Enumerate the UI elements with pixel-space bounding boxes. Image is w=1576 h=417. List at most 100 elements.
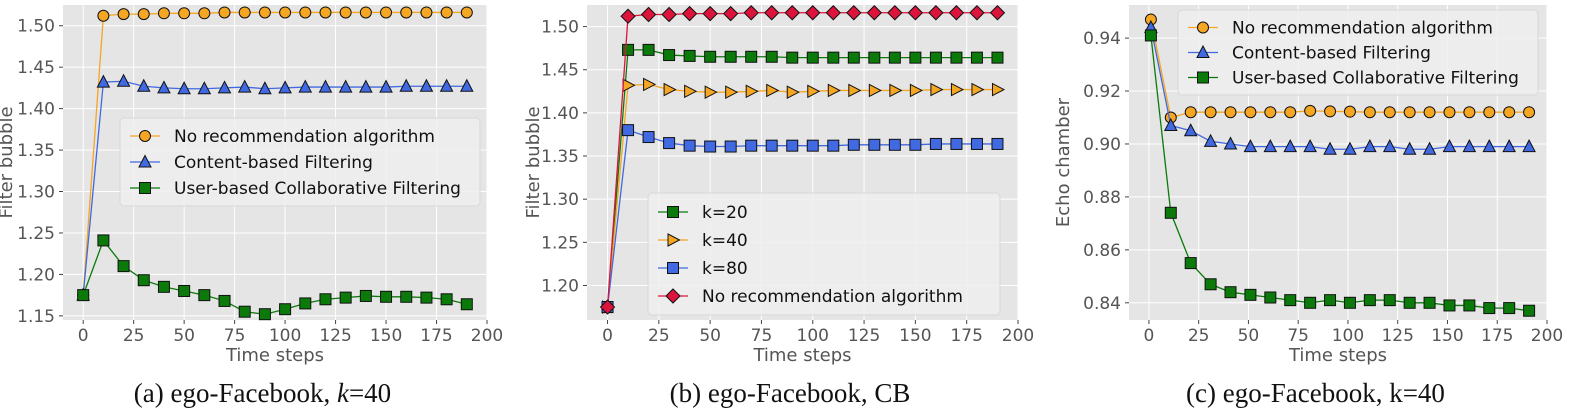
- legend-box-b: [647, 192, 1001, 316]
- data-point-c-2: [1402, 141, 1417, 155]
- data-point-c-1: [1363, 106, 1376, 119]
- data-point-b-4: [743, 5, 759, 21]
- data-point-a-2: [197, 81, 212, 95]
- chart-panel-c: 0 25 50 75 100 125 150 175 200 0.84 0.86 0.88 0.90 0.…: [1055, 0, 1576, 417]
- x-tick-label-b: 200: [1002, 326, 1034, 346]
- chart-b: 0 25 50 75 100 125 150 175 200 1.20 1.25 1.30 1.35 1.…: [525, 5, 1034, 366]
- data-point-a-1: [440, 6, 453, 19]
- series-a-2: [76, 73, 474, 301]
- data-point-c-3: [1363, 294, 1376, 307]
- series-c-3: [1144, 29, 1536, 317]
- x-tick-label-c: 200: [1531, 326, 1563, 346]
- chart-c: 0 25 50 75 100 125 150 175 200 0.84 0.86 0.88 0.90 0.…: [1055, 5, 1563, 366]
- data-point-b-2: [827, 83, 841, 98]
- x-tick-label-a: 175: [420, 326, 452, 346]
- y-axis-label-b: Filter bubble: [525, 106, 544, 218]
- y-tick-label-c: 0.90: [1083, 135, 1121, 155]
- legend-a: No recommendation algorithm Content-based…: [119, 117, 481, 207]
- data-point-a-1: [319, 6, 332, 19]
- data-point-b-4: [702, 5, 718, 22]
- legend-marker-b: [667, 206, 679, 218]
- data-point-a-1: [299, 6, 312, 19]
- legend-label-a: Content-based Filtering: [174, 153, 373, 173]
- legend-c: No recommendation algorithm Content-based…: [1177, 9, 1539, 96]
- data-point-b-1: [663, 49, 676, 62]
- legend-label-c: No recommendation algorithm: [1232, 19, 1493, 39]
- caption-c-text: (c) ego-Facebook, k=40: [1186, 378, 1445, 408]
- legend-label-b: No recommendation algorithm: [702, 287, 963, 307]
- data-point-a-1: [137, 8, 150, 21]
- x-tick-label-a: 50: [173, 326, 195, 346]
- data-point-b-1: [847, 51, 860, 64]
- data-point-c-2: [1223, 136, 1238, 150]
- data-point-c-3: [1523, 304, 1536, 317]
- chart-a: 0 25 50 75 100 125 150 175 200 1.15 1.20 1.25 1.30 1.…: [0, 5, 503, 366]
- data-point-a-1: [97, 9, 110, 22]
- data-point-c-3: [1284, 294, 1297, 307]
- data-point-b-4: [887, 5, 903, 21]
- data-point-a-1: [279, 6, 292, 19]
- data-point-c-1: [1284, 106, 1297, 119]
- data-point-c-2: [1462, 139, 1477, 153]
- data-point-c-3: [1224, 286, 1237, 299]
- data-point-b-2: [930, 82, 944, 97]
- x-axis-label-a: Time steps: [225, 345, 324, 366]
- y-tick-label-a: 1.35: [17, 141, 55, 161]
- data-point-b-2: [766, 83, 780, 98]
- data-point-c-2: [1283, 139, 1298, 153]
- x-tick-label-a: 125: [319, 326, 351, 346]
- data-point-a-2: [157, 80, 171, 94]
- data-point-b-1: [724, 50, 737, 63]
- data-point-b-3: [663, 137, 676, 150]
- x-tick-label-c: 175: [1481, 326, 1513, 346]
- data-point-b-3: [642, 131, 655, 144]
- data-point-b-4: [640, 6, 657, 23]
- x-tick-label-c: 100: [1332, 326, 1364, 346]
- data-point-a-2: [459, 78, 474, 92]
- data-point-a-1: [157, 7, 170, 20]
- data-point-a-3: [157, 280, 170, 293]
- legend-marker-a: [139, 130, 151, 142]
- data-point-b-1: [929, 51, 942, 64]
- legend-marker-b: [667, 233, 681, 247]
- data-point-a-1: [218, 6, 231, 19]
- data-point-a-3: [137, 274, 150, 287]
- legend-label-b: k=40: [702, 231, 748, 251]
- data-point-c-1: [1463, 106, 1476, 119]
- data-point-a-3: [198, 289, 211, 302]
- y-tick-label-c: 0.84: [1083, 294, 1121, 314]
- data-point-a-2: [298, 79, 313, 93]
- data-point-b-1: [704, 50, 717, 63]
- data-point-c-3: [1184, 257, 1197, 270]
- x-tick-label-a: 0: [78, 326, 89, 346]
- y-tick-label-c: 0.86: [1083, 241, 1121, 261]
- series-b-4: [599, 5, 1006, 315]
- data-point-b-4: [989, 5, 1006, 21]
- series-a-3: [77, 234, 473, 321]
- data-point-a-3: [420, 291, 433, 304]
- data-point-c-1: [1304, 104, 1317, 117]
- y-tick-label-a: 1.15: [17, 307, 55, 327]
- data-point-c-3: [1463, 299, 1476, 312]
- x-tick-label-a: 200: [471, 326, 503, 346]
- data-point-b-2: [684, 84, 698, 99]
- data-point-b-1: [622, 43, 635, 56]
- data-point-a-3: [178, 284, 191, 297]
- data-point-b-4: [620, 8, 636, 24]
- data-point-a-2: [237, 79, 252, 93]
- data-point-a-3: [440, 293, 453, 306]
- legend-label-a: No recommendation algorithm: [174, 127, 435, 147]
- x-tick-label-a: 100: [269, 326, 301, 346]
- data-point-b-4: [969, 5, 985, 21]
- caption-b-text: (b) ego-Facebook, CB: [669, 378, 911, 408]
- x-tick-label-c: 150: [1431, 326, 1463, 346]
- data-point-b-4: [764, 5, 780, 21]
- x-tick-label-b: 25: [648, 326, 670, 346]
- data-point-b-1: [970, 51, 983, 64]
- data-point-b-3: [704, 140, 717, 153]
- legend-label-c: Content-based Filtering: [1232, 44, 1431, 64]
- data-point-b-1: [868, 51, 881, 64]
- data-point-b-2: [950, 82, 965, 97]
- data-point-c-2: [1203, 133, 1218, 147]
- data-point-b-3: [786, 139, 799, 152]
